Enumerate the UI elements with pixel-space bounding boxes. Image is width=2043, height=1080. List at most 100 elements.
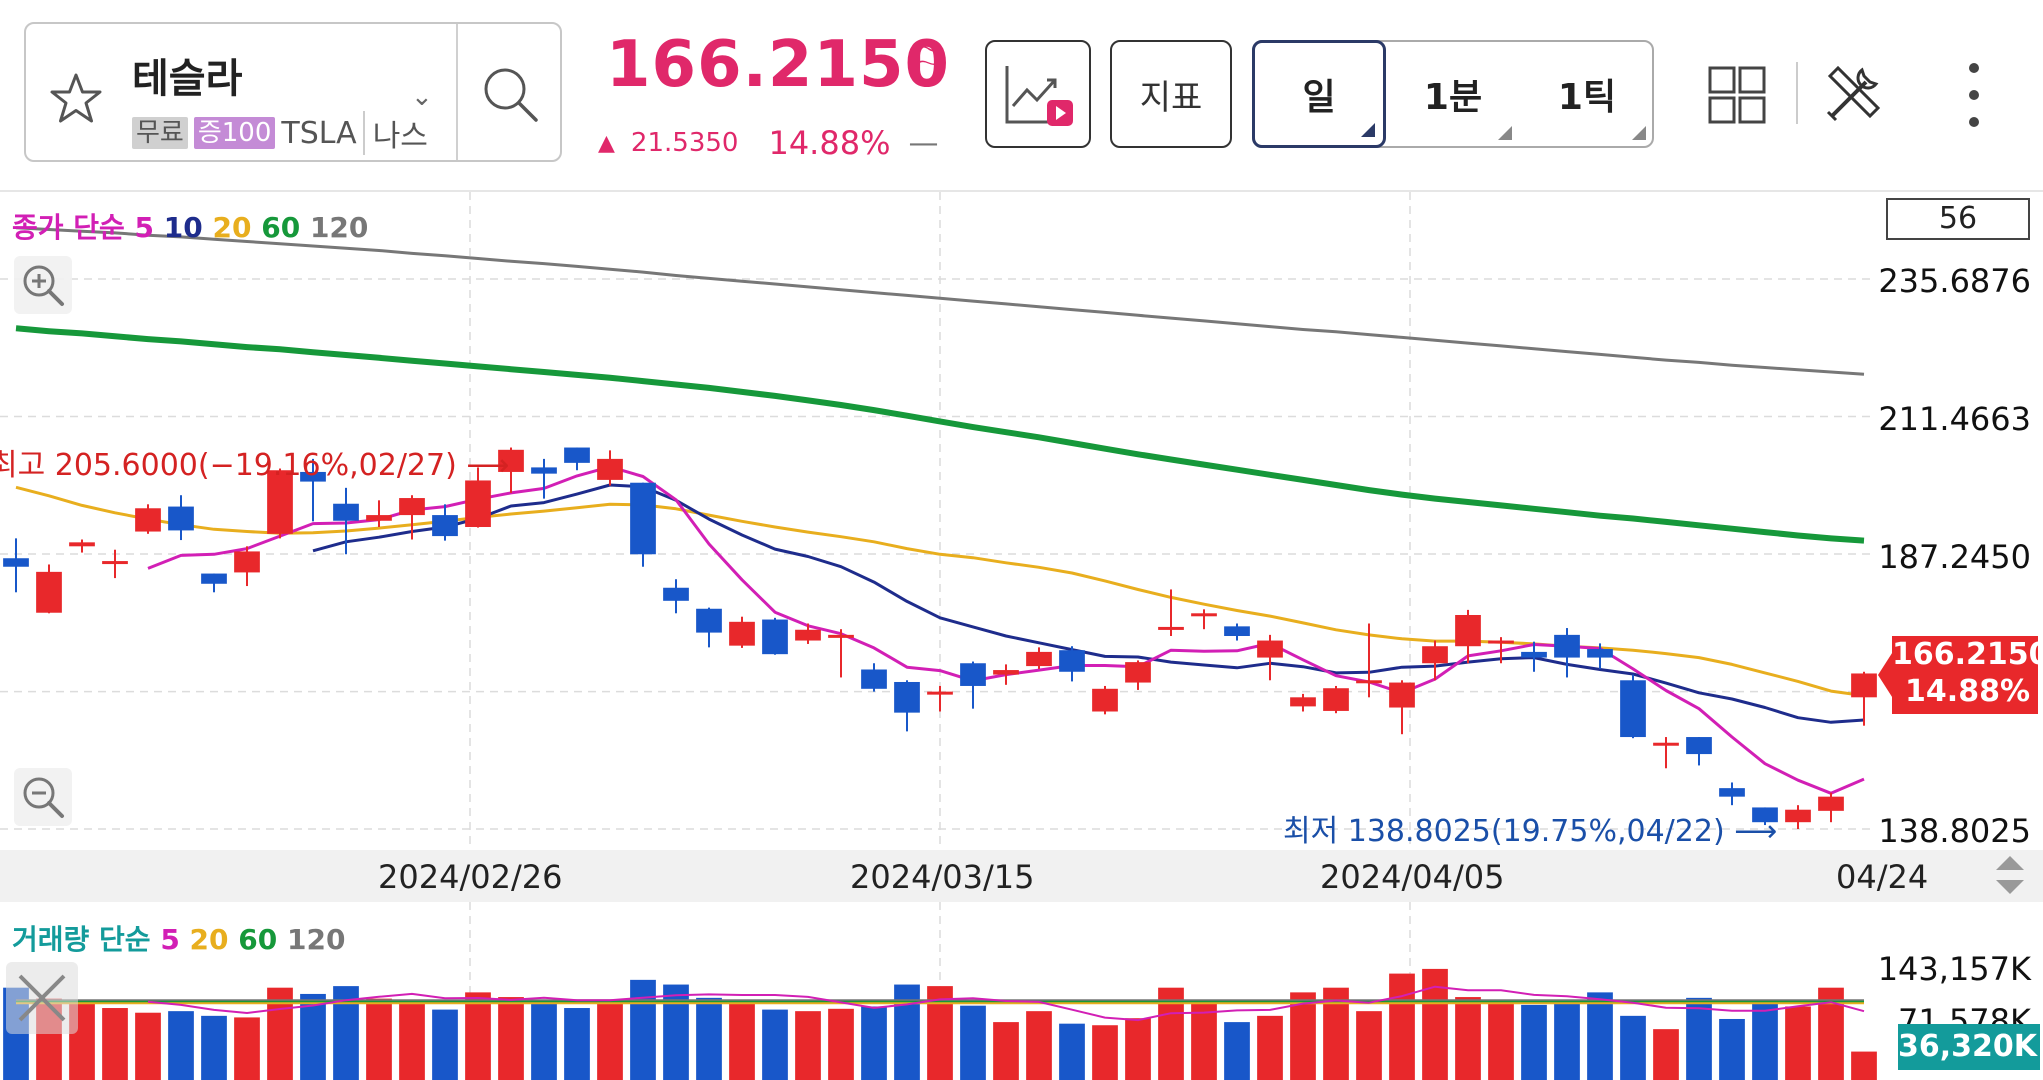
volume-bar — [1290, 992, 1316, 1080]
candle-body — [531, 467, 557, 474]
ma120-line — [15, 226, 1865, 376]
divider — [456, 24, 458, 160]
ma10-label: 10 — [163, 211, 203, 244]
candle-body — [135, 508, 161, 532]
stock-tags: 무료 증100 TSLA 나스 — [132, 111, 428, 155]
chart-grid — [0, 192, 1870, 1080]
indicator-button[interactable]: 지표 — [1110, 40, 1232, 148]
candle-body — [1488, 640, 1514, 644]
volume-bar — [432, 1009, 458, 1080]
tab-1min[interactable]: 1분 — [1386, 40, 1520, 148]
ma-legend-label: 종가 단순 — [12, 211, 125, 244]
volume-bar — [597, 1001, 623, 1080]
candle-body — [1158, 626, 1184, 630]
volume-ma-lines — [16, 985, 1865, 1022]
candle-body — [663, 587, 689, 601]
resize-updown-icon[interactable] — [1990, 852, 2030, 898]
volume-bar — [300, 993, 326, 1080]
candle-body — [1389, 682, 1415, 708]
volume-legend-label: 거래량 단순 — [12, 923, 151, 956]
candle-body — [267, 470, 293, 534]
candle-body — [762, 619, 788, 655]
margin-badge: 증100 — [193, 117, 276, 149]
volume-bar — [135, 1012, 161, 1080]
tools-icon[interactable] — [1822, 62, 1884, 124]
candle-body — [1026, 651, 1052, 667]
volume-bar — [1224, 1022, 1250, 1080]
candle-body — [1224, 626, 1250, 637]
current-price-tag-value: 166.2150 — [1892, 637, 2043, 672]
candle-body — [1323, 688, 1349, 711]
tab-1tick-label: 1틱 — [1557, 77, 1617, 118]
volume-legend: 거래량 단순 5 20 60 120 — [12, 918, 345, 958]
candle-body — [993, 670, 1019, 675]
candle-body — [168, 506, 194, 531]
candle-body — [1851, 673, 1877, 698]
volume-bar — [1653, 1029, 1679, 1080]
layout-grid-icon[interactable] — [1708, 66, 1766, 124]
volume-bar — [663, 984, 689, 1080]
volume-bar — [102, 1008, 128, 1080]
stock-name: 테슬라 — [132, 56, 243, 102]
candle-body — [1356, 680, 1382, 684]
low-annotation: 최저 138.8025(19.75%,04/22) ⟶ — [1283, 806, 1777, 850]
ticker-symbol: TSLA — [281, 115, 357, 151]
candle-body — [960, 663, 986, 686]
flag-icon: ⚐ — [910, 38, 946, 84]
candle-body — [432, 515, 458, 537]
candle-body — [102, 561, 128, 565]
ma20-label: 20 — [212, 211, 252, 244]
corner-triangle-icon — [1361, 123, 1375, 137]
candle-body — [828, 634, 854, 638]
corner-triangle-icon — [1632, 126, 1646, 140]
close-icon[interactable] — [6, 962, 78, 1034]
candle-body — [1422, 646, 1448, 664]
candle-body — [234, 551, 260, 573]
search-button[interactable] — [458, 24, 562, 160]
volume-bar — [564, 1008, 590, 1080]
y-axis-label: 211.4663 — [1878, 400, 2031, 438]
candle-body — [795, 629, 821, 641]
tab-day-label: 일 — [1302, 77, 1336, 118]
volume-bar — [1587, 992, 1613, 1080]
current-price: 166.2150 — [606, 28, 951, 102]
star-icon[interactable] — [46, 69, 106, 129]
chevron-down-icon[interactable]: ⌄ — [411, 82, 433, 112]
volume-bar — [1422, 968, 1448, 1080]
volume-bar — [1455, 997, 1481, 1080]
low-annotation-text: 최저 138.8025(19.75%,04/22) — [1283, 814, 1725, 849]
more-vertical-icon[interactable] — [1964, 60, 1984, 130]
corner-triangle-icon — [1498, 126, 1512, 140]
change-value: 21.5350 — [630, 128, 739, 158]
candle-body — [597, 458, 623, 480]
ma5-label: 5 — [134, 211, 155, 244]
arrow-right-icon: ⟶ — [1734, 814, 1778, 849]
candle-body — [564, 447, 590, 463]
candle-body — [630, 482, 656, 555]
candle-body — [300, 471, 326, 482]
volume-bar — [762, 1009, 788, 1080]
volume-bar — [1686, 997, 1712, 1080]
candle-body — [399, 498, 425, 516]
candle-body — [333, 503, 359, 521]
candle-body — [1653, 742, 1679, 746]
tab-1tick[interactable]: 1틱 — [1520, 40, 1654, 148]
zoom-in-icon[interactable] — [14, 256, 72, 314]
volume-bar — [168, 1011, 194, 1080]
candle-body — [1587, 649, 1613, 658]
candle-body — [201, 573, 227, 584]
zoom-out-icon[interactable] — [14, 768, 72, 826]
candle-body — [861, 669, 887, 689]
up-triangle-icon: ▲ — [598, 130, 615, 156]
volume-bar — [1125, 1018, 1151, 1080]
volume-bar — [465, 992, 491, 1080]
chart-video-button[interactable] — [985, 40, 1091, 148]
volume-bar — [1356, 1011, 1382, 1080]
stock-selector[interactable]: 테슬라 ⌄ 무료 증100 TSLA 나스 — [24, 22, 562, 162]
candle-count-box[interactable]: 56 — [1886, 198, 2030, 240]
volume-bar — [1488, 1000, 1514, 1080]
ma60-line — [15, 325, 1865, 544]
price-chart[interactable] — [0, 192, 2043, 1080]
tab-day[interactable]: 일 — [1252, 40, 1386, 148]
divider — [0, 190, 2043, 192]
